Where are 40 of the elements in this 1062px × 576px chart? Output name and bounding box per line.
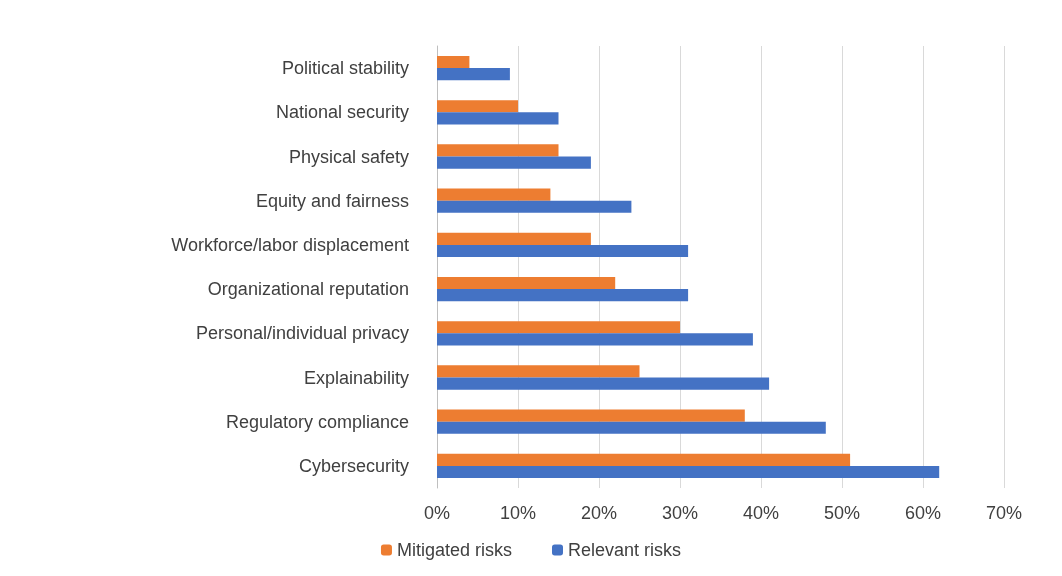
x-tick-label: 30% (661, 503, 699, 523)
bar (437, 112, 559, 125)
x-tick-label: 20% (580, 503, 618, 523)
x-tick-label: 40% (742, 503, 780, 523)
x-tick-label: 50% (823, 503, 861, 523)
legend-label: Relevant risks (568, 540, 682, 560)
bar (437, 421, 826, 434)
x-tick-label: 0% (423, 503, 451, 523)
bar (437, 365, 640, 378)
bar (437, 156, 591, 169)
bar (437, 144, 559, 157)
y-tick-label: Personal/individual privacy (195, 323, 409, 344)
y-tick-label: National security (275, 102, 409, 123)
y-tick-label: Cybersecurity (298, 455, 409, 476)
y-tick-label: Explainability (303, 367, 409, 388)
bar (437, 289, 689, 302)
y-tick-label: Physical safety (288, 146, 409, 167)
bar (437, 55, 470, 69)
bar (437, 232, 591, 245)
bar (437, 68, 510, 81)
bar (437, 244, 689, 258)
x-tick-label: 70% (985, 503, 1023, 523)
y-tick-label: Regulatory compliance (225, 411, 409, 432)
y-tick-label: Equity and fairness (255, 190, 409, 211)
bar (437, 188, 551, 201)
y-tick-label: Workforce/labor displacement (171, 234, 409, 255)
bar (437, 465, 940, 479)
bar (437, 453, 851, 466)
bar (437, 321, 680, 334)
x-tick-label: 10% (499, 503, 537, 523)
x-tick-label: 60% (904, 503, 942, 523)
bar (437, 409, 745, 422)
bar (437, 377, 770, 390)
bar (437, 333, 753, 346)
y-tick-label: Political stability (281, 58, 409, 79)
legend-label: Mitigated risks (396, 540, 512, 560)
y-tick-label: Organizational reputation (207, 279, 409, 300)
bar (437, 100, 518, 113)
bar (437, 276, 616, 290)
bar (437, 200, 632, 213)
